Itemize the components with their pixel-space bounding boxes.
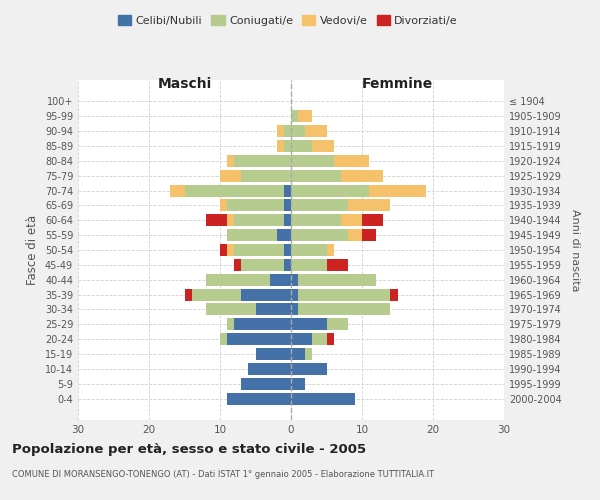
- Bar: [305, 348, 313, 360]
- Bar: [313, 140, 334, 152]
- Bar: [284, 244, 291, 256]
- Text: Maschi: Maschi: [157, 77, 212, 91]
- Bar: [313, 333, 326, 345]
- Bar: [227, 229, 277, 241]
- Bar: [284, 140, 291, 152]
- Bar: [341, 170, 383, 181]
- Bar: [270, 274, 291, 285]
- Bar: [234, 318, 291, 330]
- Bar: [227, 200, 284, 211]
- Text: Popolazione per età, sesso e stato civile - 2005: Popolazione per età, sesso e stato civil…: [12, 442, 366, 456]
- Bar: [234, 244, 284, 256]
- Bar: [298, 274, 376, 285]
- Bar: [227, 244, 234, 256]
- Bar: [326, 318, 348, 330]
- Bar: [341, 214, 362, 226]
- Bar: [291, 348, 305, 360]
- Bar: [291, 155, 334, 167]
- Bar: [234, 214, 284, 226]
- Bar: [326, 259, 348, 271]
- Bar: [326, 244, 334, 256]
- Bar: [348, 229, 362, 241]
- Bar: [291, 318, 326, 330]
- Bar: [326, 333, 334, 345]
- Bar: [291, 200, 348, 211]
- Bar: [291, 229, 348, 241]
- Y-axis label: Anni di nascita: Anni di nascita: [570, 208, 580, 291]
- Bar: [291, 288, 298, 300]
- Bar: [284, 214, 291, 226]
- Bar: [227, 214, 234, 226]
- Bar: [241, 170, 291, 181]
- Bar: [206, 274, 270, 285]
- Bar: [291, 110, 298, 122]
- Bar: [227, 155, 234, 167]
- Bar: [284, 200, 291, 211]
- Bar: [362, 229, 376, 241]
- Bar: [220, 200, 227, 211]
- Text: COMUNE DI MORANSENGO-TONENGO (AT) - Dati ISTAT 1° gennaio 2005 - Elaborazione TU: COMUNE DI MORANSENGO-TONENGO (AT) - Dati…: [12, 470, 434, 479]
- Legend: Celibi/Nubili, Coniugati/e, Vedovi/e, Divorziati/e: Celibi/Nubili, Coniugati/e, Vedovi/e, Di…: [113, 10, 463, 30]
- Bar: [277, 140, 284, 152]
- Bar: [334, 155, 369, 167]
- Bar: [241, 378, 291, 390]
- Bar: [234, 259, 241, 271]
- Bar: [305, 125, 326, 137]
- Bar: [277, 229, 291, 241]
- Bar: [348, 200, 391, 211]
- Bar: [234, 155, 291, 167]
- Text: Femmine: Femmine: [362, 77, 433, 91]
- Bar: [291, 392, 355, 404]
- Bar: [291, 244, 326, 256]
- Bar: [277, 125, 284, 137]
- Bar: [284, 125, 291, 137]
- Bar: [291, 274, 298, 285]
- Bar: [227, 333, 291, 345]
- Bar: [291, 125, 305, 137]
- Bar: [206, 214, 227, 226]
- Bar: [227, 318, 234, 330]
- Bar: [362, 214, 383, 226]
- Bar: [220, 244, 227, 256]
- Bar: [298, 288, 391, 300]
- Bar: [241, 288, 291, 300]
- Bar: [185, 288, 191, 300]
- Bar: [391, 288, 398, 300]
- Bar: [284, 259, 291, 271]
- Bar: [206, 304, 256, 316]
- Bar: [291, 333, 313, 345]
- Bar: [291, 259, 326, 271]
- Bar: [256, 304, 291, 316]
- Bar: [170, 184, 185, 196]
- Bar: [298, 304, 391, 316]
- Bar: [256, 348, 291, 360]
- Bar: [298, 110, 313, 122]
- Y-axis label: Fasce di età: Fasce di età: [26, 215, 39, 285]
- Bar: [185, 184, 284, 196]
- Bar: [291, 140, 313, 152]
- Bar: [291, 378, 305, 390]
- Bar: [241, 259, 284, 271]
- Bar: [291, 184, 369, 196]
- Bar: [291, 363, 326, 375]
- Bar: [284, 184, 291, 196]
- Bar: [291, 214, 341, 226]
- Bar: [291, 170, 341, 181]
- Bar: [248, 363, 291, 375]
- Bar: [191, 288, 241, 300]
- Bar: [369, 184, 426, 196]
- Bar: [220, 333, 227, 345]
- Bar: [291, 304, 298, 316]
- Bar: [220, 170, 241, 181]
- Bar: [227, 392, 291, 404]
